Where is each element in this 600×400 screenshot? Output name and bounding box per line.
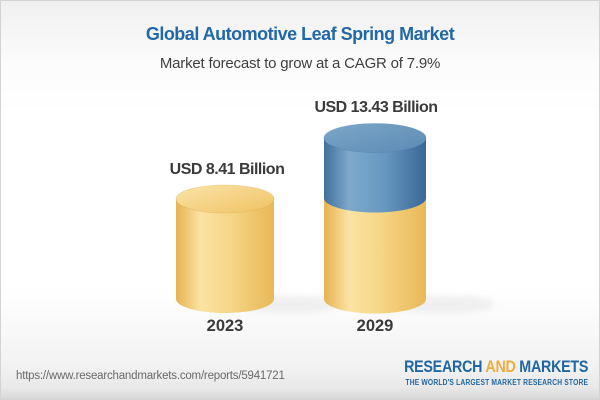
cylinder-2029-base-segment — [324, 198, 426, 314]
logo-wordmark: RESEARCH AND MARKETS — [404, 357, 588, 377]
report-url: https://www.researchandmarkets.com/repor… — [16, 370, 285, 382]
category-label-2029: 2029 — [356, 317, 394, 335]
cylinder-2029 — [323, 123, 427, 314]
logo-word-and: AND — [485, 357, 516, 376]
logo-word-research: RESEARCH — [403, 357, 483, 376]
page-title: Global Automotive Leaf Spring Market — [145, 24, 455, 44]
logo-tagline: THE WORLD'S LARGEST MARKET RESEARCH STOR… — [405, 377, 588, 387]
value-label-2029: USD 13.43 Billion — [314, 99, 438, 116]
research-and-markets-logo: RESEARCH AND MARKETS THE WORLD'S LARGEST… — [369, 357, 588, 387]
page-subtitle: Market forecast to grow at a CAGR of 7.9… — [159, 55, 441, 72]
category-label-2023: 2023 — [206, 317, 244, 335]
cylinder-2029-growth-segment — [324, 138, 426, 213]
logo-word-markets: MARKETS — [519, 357, 588, 376]
cylinder-2023 — [175, 184, 275, 313]
value-label-2023: USD 8.41 Billion — [169, 161, 285, 178]
